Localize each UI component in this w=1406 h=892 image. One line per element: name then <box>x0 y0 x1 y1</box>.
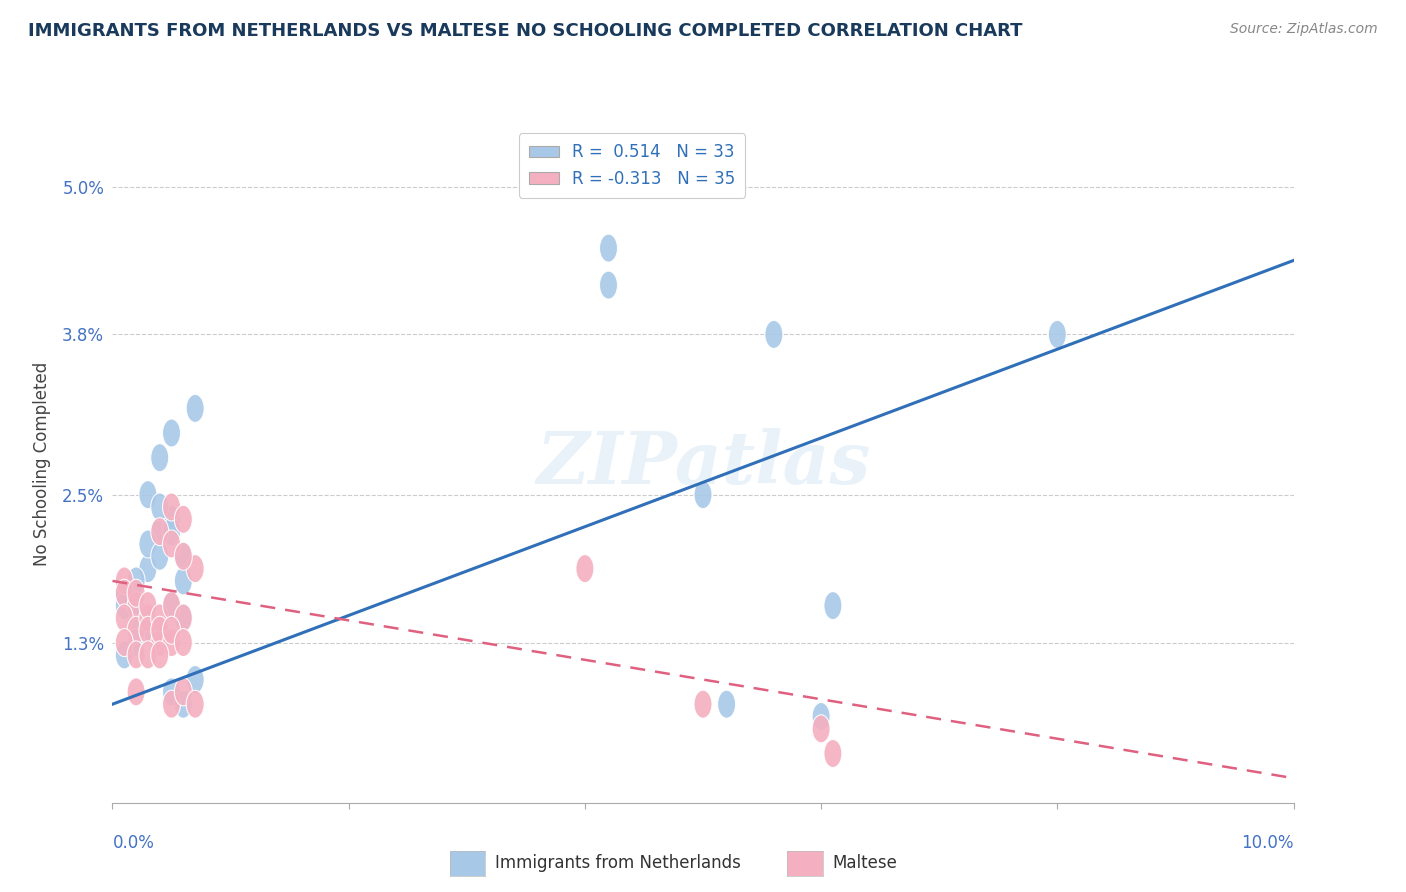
Ellipse shape <box>174 678 193 706</box>
Ellipse shape <box>127 604 145 632</box>
Ellipse shape <box>115 579 134 607</box>
Ellipse shape <box>115 591 134 620</box>
Text: ZIPatlas: ZIPatlas <box>536 428 870 500</box>
Ellipse shape <box>813 703 830 731</box>
Ellipse shape <box>163 690 180 718</box>
Ellipse shape <box>150 542 169 570</box>
Ellipse shape <box>163 616 180 644</box>
Ellipse shape <box>139 530 157 558</box>
Ellipse shape <box>115 579 134 607</box>
Ellipse shape <box>174 542 193 570</box>
Ellipse shape <box>127 640 145 669</box>
Text: 10.0%: 10.0% <box>1241 834 1294 852</box>
Ellipse shape <box>127 567 145 595</box>
Ellipse shape <box>717 690 735 718</box>
Ellipse shape <box>115 629 134 657</box>
Ellipse shape <box>163 517 180 546</box>
Ellipse shape <box>163 591 180 620</box>
Ellipse shape <box>765 320 783 349</box>
Ellipse shape <box>599 234 617 262</box>
Ellipse shape <box>163 591 180 620</box>
Legend: R =  0.514   N = 33, R = -0.313   N = 35: R = 0.514 N = 33, R = -0.313 N = 35 <box>519 133 745 197</box>
Ellipse shape <box>127 616 145 644</box>
Ellipse shape <box>163 530 180 558</box>
Ellipse shape <box>174 604 193 632</box>
Ellipse shape <box>139 640 157 669</box>
Ellipse shape <box>139 604 157 632</box>
Ellipse shape <box>174 629 193 657</box>
Ellipse shape <box>576 555 593 582</box>
Ellipse shape <box>186 665 204 694</box>
Ellipse shape <box>174 542 193 570</box>
Ellipse shape <box>139 616 157 644</box>
Ellipse shape <box>115 640 134 669</box>
Ellipse shape <box>150 517 169 546</box>
Ellipse shape <box>695 481 711 508</box>
Ellipse shape <box>174 505 193 533</box>
Ellipse shape <box>150 517 169 546</box>
Ellipse shape <box>139 616 157 644</box>
Ellipse shape <box>163 629 180 657</box>
Ellipse shape <box>127 579 145 607</box>
Text: 0.0%: 0.0% <box>112 834 155 852</box>
Ellipse shape <box>150 443 169 472</box>
Ellipse shape <box>599 271 617 299</box>
Ellipse shape <box>150 604 169 632</box>
Ellipse shape <box>186 690 204 718</box>
Text: Source: ZipAtlas.com: Source: ZipAtlas.com <box>1230 22 1378 37</box>
Ellipse shape <box>139 555 157 582</box>
Text: IMMIGRANTS FROM NETHERLANDS VS MALTESE NO SCHOOLING COMPLETED CORRELATION CHART: IMMIGRANTS FROM NETHERLANDS VS MALTESE N… <box>28 22 1022 40</box>
Ellipse shape <box>163 678 180 706</box>
Ellipse shape <box>150 629 169 657</box>
Ellipse shape <box>824 591 842 620</box>
Ellipse shape <box>150 640 169 669</box>
Text: Immigrants from Netherlands: Immigrants from Netherlands <box>495 854 741 871</box>
Ellipse shape <box>139 591 157 620</box>
Ellipse shape <box>115 567 134 595</box>
Ellipse shape <box>163 419 180 447</box>
Y-axis label: No Schooling Completed: No Schooling Completed <box>32 362 51 566</box>
Ellipse shape <box>1049 320 1066 349</box>
Ellipse shape <box>150 616 169 644</box>
Ellipse shape <box>186 394 204 423</box>
Ellipse shape <box>824 739 842 767</box>
Ellipse shape <box>174 604 193 632</box>
Ellipse shape <box>115 604 134 632</box>
Ellipse shape <box>813 714 830 743</box>
Ellipse shape <box>163 505 180 533</box>
Text: Maltese: Maltese <box>832 854 897 871</box>
Ellipse shape <box>150 493 169 521</box>
Ellipse shape <box>127 629 145 657</box>
Ellipse shape <box>163 493 180 521</box>
Ellipse shape <box>186 555 204 582</box>
Ellipse shape <box>139 481 157 508</box>
Ellipse shape <box>174 690 193 718</box>
Ellipse shape <box>174 567 193 595</box>
Ellipse shape <box>695 690 711 718</box>
Ellipse shape <box>127 591 145 620</box>
Ellipse shape <box>127 678 145 706</box>
